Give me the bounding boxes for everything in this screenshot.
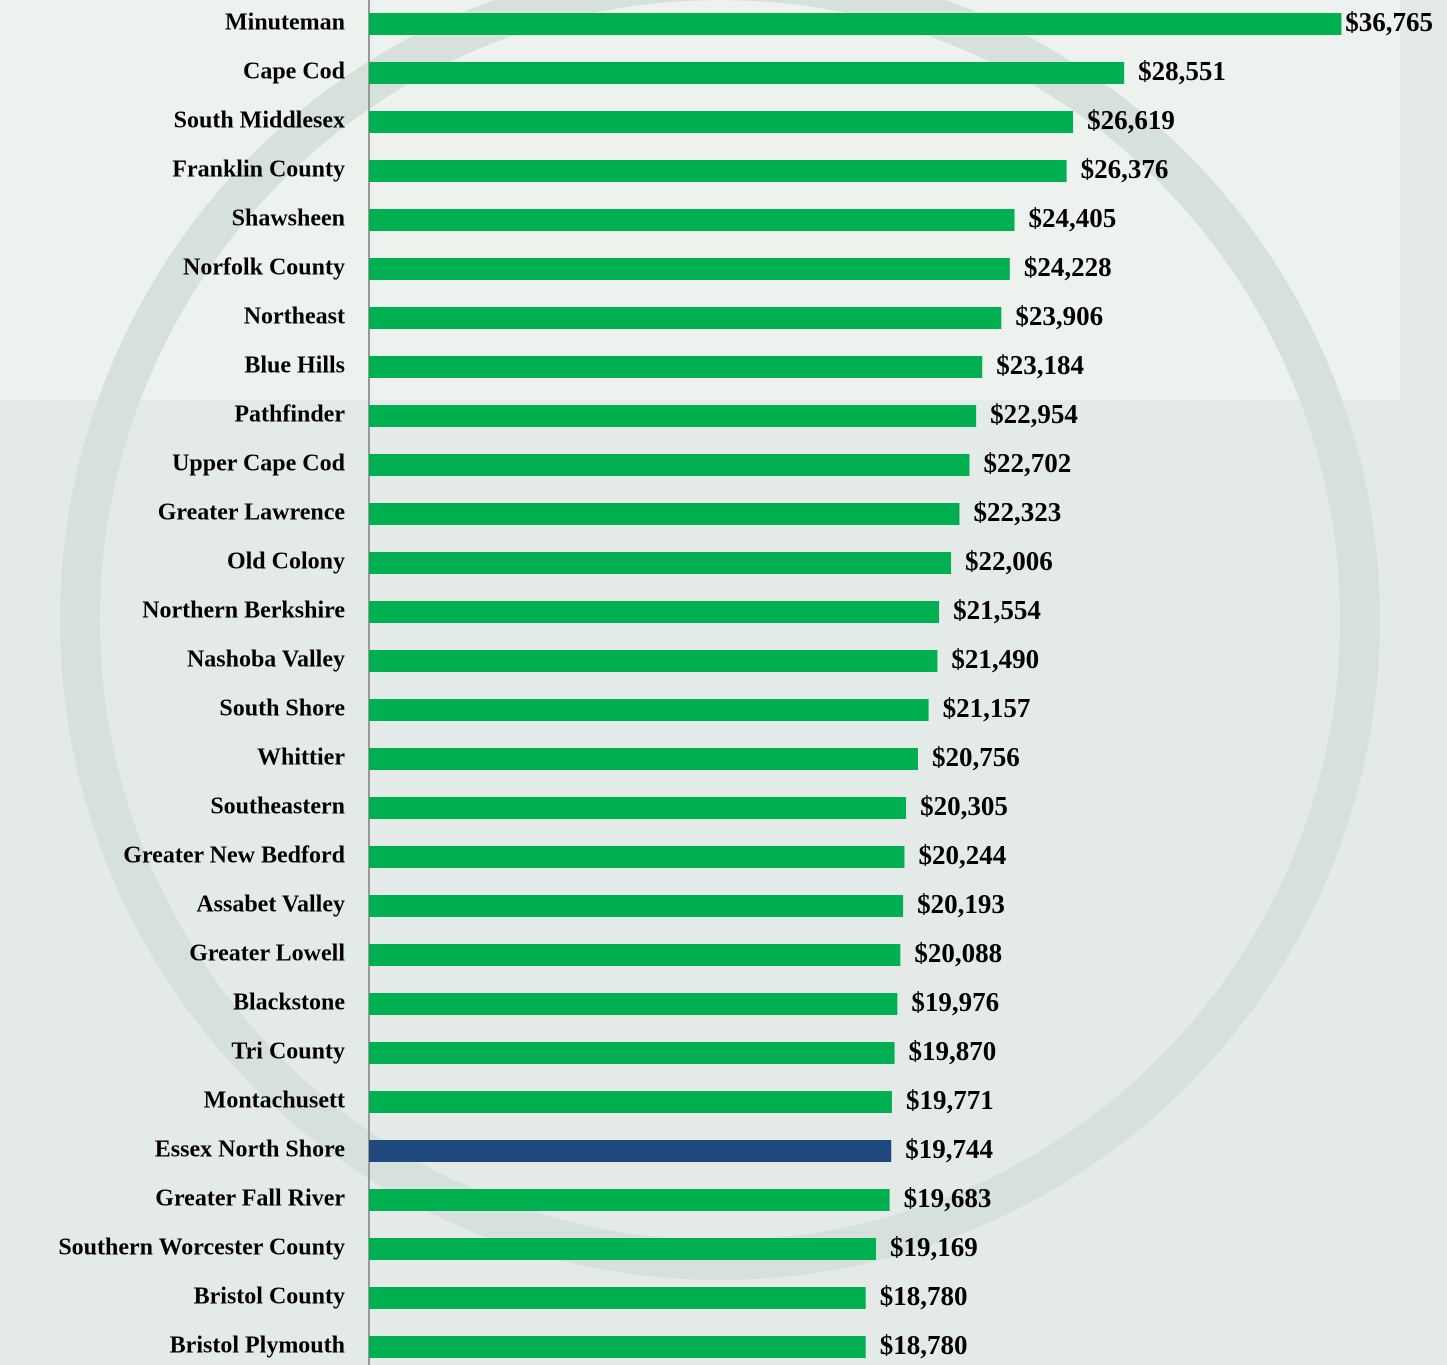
bar <box>369 160 1067 182</box>
category-label: Bristol Plymouth <box>170 1333 345 1359</box>
category-label: Minuteman <box>225 10 345 36</box>
category-label: Montachusett <box>204 1088 345 1114</box>
category-label: Nashoba Valley <box>187 647 345 673</box>
value-label: $22,954 <box>990 399 1078 429</box>
bar <box>369 552 952 574</box>
bar <box>369 13 1342 35</box>
value-label: $20,305 <box>920 791 1008 821</box>
bar <box>369 62 1125 84</box>
bar <box>369 699 929 721</box>
bar <box>369 258 1010 280</box>
value-label: $18,780 <box>880 1330 968 1360</box>
value-label: $19,744 <box>905 1134 993 1164</box>
bar <box>369 650 938 672</box>
category-label: Greater Lowell <box>189 941 345 967</box>
value-label: $21,490 <box>951 644 1039 674</box>
bar <box>369 1238 877 1260</box>
value-label: $28,551 <box>1138 56 1226 86</box>
category-label: Bristol County <box>194 1284 345 1310</box>
bar <box>369 846 905 868</box>
value-label: $23,184 <box>996 350 1084 380</box>
value-label: $19,976 <box>911 987 999 1017</box>
bar <box>369 1140 892 1162</box>
value-label: $22,006 <box>965 546 1053 576</box>
value-label: $19,169 <box>890 1232 978 1262</box>
bar <box>369 1091 892 1113</box>
bar <box>369 944 901 966</box>
category-label: Shawsheen <box>232 206 345 232</box>
category-label: South Middlesex <box>174 108 345 134</box>
value-label: $22,702 <box>983 448 1071 478</box>
category-label: Pathfinder <box>234 402 345 428</box>
value-label: $20,756 <box>932 742 1020 772</box>
bar <box>369 895 904 917</box>
value-label: $22,323 <box>973 497 1061 527</box>
bar <box>369 209 1015 231</box>
value-label: $19,870 <box>909 1036 997 1066</box>
bar <box>369 454 970 476</box>
category-label: Greater Fall River <box>155 1186 345 1212</box>
value-label: $24,228 <box>1024 252 1112 282</box>
value-label: $23,906 <box>1015 301 1103 331</box>
category-label: Greater New Bedford <box>123 843 345 869</box>
category-label: Northern Berkshire <box>142 598 345 624</box>
value-label: $18,780 <box>880 1281 968 1311</box>
bar <box>369 503 960 525</box>
bar <box>369 111 1074 133</box>
category-label: Upper Cape Cod <box>172 451 346 477</box>
value-label: $26,376 <box>1081 154 1169 184</box>
value-label: $24,405 <box>1029 203 1117 233</box>
category-label: Cape Cod <box>243 59 346 85</box>
value-label: $19,771 <box>906 1085 994 1115</box>
category-label: Franklin County <box>172 157 345 183</box>
bar <box>369 1336 866 1358</box>
bar <box>369 993 898 1015</box>
value-label: $20,244 <box>918 840 1006 870</box>
bar <box>369 307 1002 329</box>
value-label: $21,554 <box>953 595 1041 625</box>
category-label: Greater Lawrence <box>158 500 346 526</box>
value-label: $21,157 <box>943 693 1031 723</box>
value-label: $36,765 <box>1345 7 1433 37</box>
bar <box>369 748 918 770</box>
value-label: $26,619 <box>1087 105 1175 135</box>
category-label: Norfolk County <box>183 255 345 281</box>
category-label: Northeast <box>244 304 345 330</box>
category-label: South Shore <box>219 696 345 722</box>
bar <box>369 601 940 623</box>
bar <box>369 405 977 427</box>
category-label: Assabet Valley <box>196 892 345 918</box>
bar <box>369 356 983 378</box>
bar <box>369 1042 895 1064</box>
bar <box>369 1189 890 1211</box>
bar <box>369 797 907 819</box>
category-label: Old Colony <box>227 549 345 575</box>
category-label: Southeastern <box>210 794 345 820</box>
category-label: Southern Worcester County <box>58 1235 345 1261</box>
category-label: Whittier <box>257 745 345 771</box>
value-label: $19,683 <box>904 1183 992 1213</box>
category-label: Essex North Shore <box>155 1137 346 1163</box>
bar <box>369 1287 866 1309</box>
category-label: Blackstone <box>233 990 345 1016</box>
category-label: Blue Hills <box>244 353 345 379</box>
value-label: $20,193 <box>917 889 1005 919</box>
category-label: Tri County <box>231 1039 345 1065</box>
value-label: $20,088 <box>914 938 1002 968</box>
